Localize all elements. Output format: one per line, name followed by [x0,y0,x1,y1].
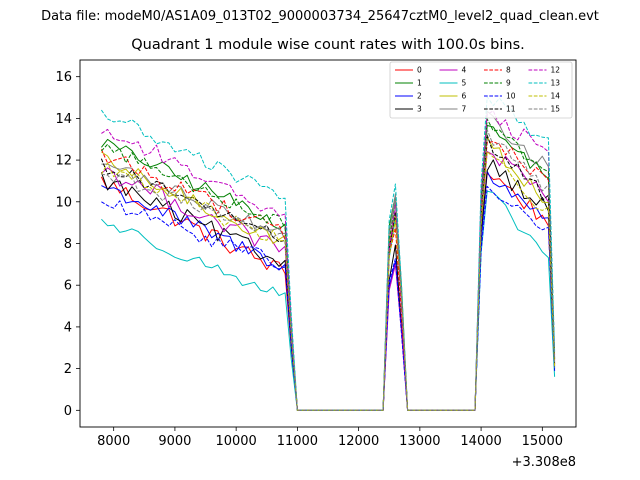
y-tick-label: 4 [64,320,72,335]
y-tick-label: 0 [64,404,72,419]
series-line-8 [100,141,556,411]
y-tick-label: 8 [64,237,72,252]
plot-area: 8000 9000 10000 11000 12000 13000 14000 15000 0… [55,59,577,470]
legend-label-3: 3 [417,105,422,114]
y-tick-label: 6 [64,279,72,294]
legend-label-10: 10 [506,92,516,101]
y-tick-label: 14 [55,112,72,127]
x-tick-label: 10000 [215,434,256,449]
x-tick-label: 12000 [338,434,379,449]
x-offset-label: +3.308e8 [512,455,576,470]
legend-label-4: 4 [462,66,467,75]
y-tick-label: 12 [55,154,72,169]
x-tick-label: 13000 [399,434,440,449]
chart-title: Quadrant 1 module wise count rates with … [131,37,525,53]
y-tick-label: 2 [64,362,72,377]
legend-label-14: 14 [551,92,561,101]
series-line-15 [101,129,556,411]
legend-label-2: 2 [417,92,422,101]
y-tick-label: 16 [55,70,72,85]
legend-label-13: 13 [551,79,561,88]
x-tick-label: 11000 [277,434,318,449]
x-tick-label: 14000 [460,434,501,449]
legend-label-15: 15 [551,105,561,114]
suptitle: Data file: modeM0/AS1A09_013T02_90000037… [41,9,599,24]
legend-label-1: 1 [417,79,422,88]
legend-label-0: 0 [417,66,422,75]
legend-label-7: 7 [462,105,467,114]
y-axis: 0 2 4 6 8 10 12 14 16 [55,70,80,419]
legend-box [389,61,573,119]
legend-label-5: 5 [462,79,467,88]
legend-label-12: 12 [551,66,561,75]
legend-label-8: 8 [506,66,511,75]
legend-label-11: 11 [506,105,516,114]
series-line-13 [100,96,556,411]
x-tick-label: 15000 [522,434,563,449]
x-tick-label: 9000 [158,434,191,449]
legend-label-6: 6 [462,92,467,101]
legend-label-9: 9 [506,79,511,88]
x-tick-label: 8000 [97,434,130,449]
series-layer [100,96,556,411]
x-axis: 8000 9000 10000 11000 12000 13000 14000 15000 [97,427,563,449]
y-tick-label: 10 [55,195,72,210]
